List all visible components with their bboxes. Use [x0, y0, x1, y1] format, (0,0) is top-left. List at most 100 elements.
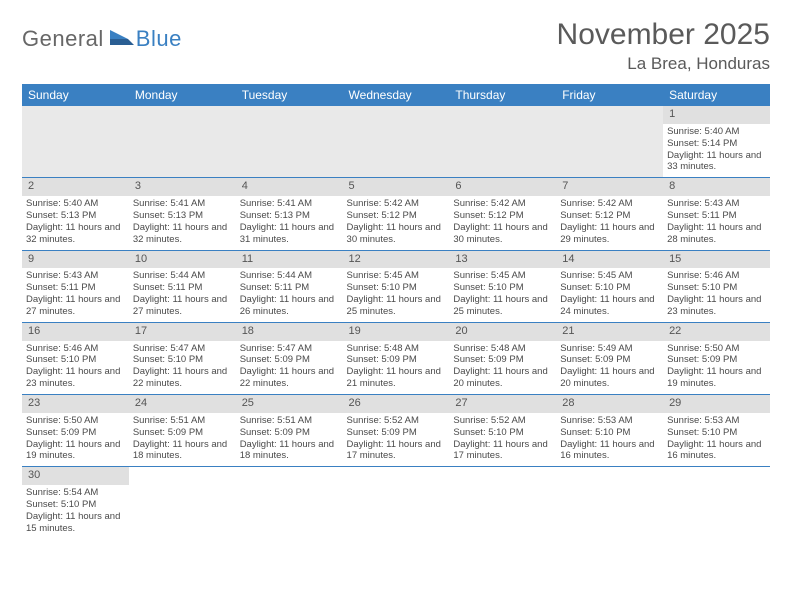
day-number: 5 [343, 178, 450, 196]
weekday-header: Thursday [449, 84, 556, 106]
empty-cell [22, 106, 129, 178]
empty-cell [129, 106, 236, 178]
day-number: 12 [343, 251, 450, 269]
sunset-line: Sunset: 5:09 PM [240, 427, 339, 439]
day-cell: 17Sunrise: 5:47 AMSunset: 5:10 PMDayligh… [129, 322, 236, 394]
day-number: 24 [129, 395, 236, 413]
weekday-header: Monday [129, 84, 236, 106]
sunset-line: Sunset: 5:11 PM [133, 282, 232, 294]
calendar-row: 2Sunrise: 5:40 AMSunset: 5:13 PMDaylight… [22, 178, 770, 250]
day-number: 15 [663, 251, 770, 269]
daylight-line: Daylight: 11 hours and 25 minutes. [453, 294, 552, 318]
day-number: 28 [556, 395, 663, 413]
day-cell: 28Sunrise: 5:53 AMSunset: 5:10 PMDayligh… [556, 395, 663, 467]
day-number: 8 [663, 178, 770, 196]
sunset-line: Sunset: 5:09 PM [347, 427, 446, 439]
daylight-line: Daylight: 11 hours and 28 minutes. [667, 222, 766, 246]
day-number: 19 [343, 323, 450, 341]
weekday-header: Friday [556, 84, 663, 106]
sunset-line: Sunset: 5:10 PM [667, 282, 766, 294]
sunrise-line: Sunrise: 5:43 AM [667, 198, 766, 210]
sunset-line: Sunset: 5:09 PM [667, 354, 766, 366]
sunrise-line: Sunrise: 5:46 AM [667, 270, 766, 282]
daylight-line: Daylight: 11 hours and 15 minutes. [26, 511, 125, 535]
daylight-line: Daylight: 11 hours and 18 minutes. [133, 439, 232, 463]
daylight-line: Daylight: 11 hours and 32 minutes. [133, 222, 232, 246]
daylight-line: Daylight: 11 hours and 17 minutes. [347, 439, 446, 463]
empty-cell [556, 106, 663, 178]
empty-cell [236, 467, 343, 539]
sunset-line: Sunset: 5:12 PM [560, 210, 659, 222]
day-number: 30 [22, 467, 129, 485]
sunset-line: Sunset: 5:10 PM [453, 282, 552, 294]
daylight-line: Daylight: 11 hours and 26 minutes. [240, 294, 339, 318]
sunrise-line: Sunrise: 5:47 AM [240, 343, 339, 355]
sunrise-line: Sunrise: 5:40 AM [667, 126, 766, 138]
brand-logo: General Blue [22, 18, 182, 52]
day-cell: 11Sunrise: 5:44 AMSunset: 5:11 PMDayligh… [236, 250, 343, 322]
title-block: November 2025 La Brea, Honduras [557, 18, 770, 74]
day-cell: 20 Sunrise: 5:48 AMSunset: 5:09 PMDayligh… [449, 322, 556, 394]
sunrise-line: Sunrise: 5:40 AM [26, 198, 125, 210]
daylight-line: Daylight: 11 hours and 29 minutes. [560, 222, 659, 246]
location: La Brea, Honduras [557, 54, 770, 74]
day-number: 26 [343, 395, 450, 413]
day-cell: 6Sunrise: 5:42 AMSunset: 5:12 PMDaylight… [449, 178, 556, 250]
daylight-line: Daylight: 11 hours and 27 minutes. [26, 294, 125, 318]
empty-cell [343, 106, 450, 178]
daylight-line: Daylight: 11 hours and 33 minutes. [667, 150, 766, 174]
day-cell: 4 Sunrise: 5:41 AMSunset: 5:13 PMDaylight… [236, 178, 343, 250]
sunrise-line: Sunrise: 5:51 AM [133, 415, 232, 427]
day-cell: 14Sunrise: 5:45 AMSunset: 5:10 PMDayligh… [556, 250, 663, 322]
day-number: 4 [236, 178, 343, 196]
empty-cell [449, 106, 556, 178]
daylight-line: Daylight: 11 hours and 30 minutes. [453, 222, 552, 246]
sunset-line: Sunset: 5:09 PM [453, 354, 552, 366]
sunrise-line: Sunrise: 5:44 AM [240, 270, 339, 282]
day-number: 21 [556, 323, 663, 341]
weekday-header: Tuesday [236, 84, 343, 106]
calendar-row: 30Sunrise: 5:54 AMSunset: 5:10 PMDayligh… [22, 467, 770, 539]
daylight-line: Daylight: 11 hours and 32 minutes. [26, 222, 125, 246]
sunset-line: Sunset: 5:10 PM [347, 282, 446, 294]
daylight-line: Daylight: 11 hours and 23 minutes. [26, 366, 125, 390]
day-number: 25 [236, 395, 343, 413]
sunrise-line: Sunrise: 5:54 AM [26, 487, 125, 499]
sunset-line: Sunset: 5:09 PM [560, 354, 659, 366]
daylight-line: Daylight: 11 hours and 20 minutes. [453, 366, 552, 390]
day-number: 3 [129, 178, 236, 196]
sunset-line: Sunset: 5:09 PM [26, 427, 125, 439]
day-number: 16 [22, 323, 129, 341]
daylight-line: Daylight: 11 hours and 18 minutes. [240, 439, 339, 463]
day-cell: 24Sunrise: 5:51 AMSunset: 5:09 PMDayligh… [129, 395, 236, 467]
flag-icon [108, 27, 134, 52]
header: General Blue November 2025 La Brea, Hond… [22, 18, 770, 74]
day-cell: 8Sunrise: 5:43 AMSunset: 5:11 PMDaylight… [663, 178, 770, 250]
sunset-line: Sunset: 5:13 PM [240, 210, 339, 222]
day-cell: 18Sunrise: 5:47 AMSunset: 5:09 PMDayligh… [236, 322, 343, 394]
day-cell: 2Sunrise: 5:40 AMSunset: 5:13 PMDaylight… [22, 178, 129, 250]
day-number: 9 [22, 251, 129, 269]
empty-cell [449, 467, 556, 539]
daylight-line: Daylight: 11 hours and 20 minutes. [560, 366, 659, 390]
sunset-line: Sunset: 5:10 PM [560, 427, 659, 439]
day-number: 20 [449, 323, 556, 341]
day-cell: 19Sunrise: 5:48 AMSunset: 5:09 PMDayligh… [343, 322, 450, 394]
sunset-line: Sunset: 5:13 PM [133, 210, 232, 222]
day-number: 14 [556, 251, 663, 269]
daylight-line: Daylight: 11 hours and 31 minutes. [240, 222, 339, 246]
calendar-body: 1Sunrise: 5:40 AMSunset: 5:14 PMDaylight… [22, 106, 770, 539]
day-number: 22 [663, 323, 770, 341]
daylight-line: Daylight: 11 hours and 27 minutes. [133, 294, 232, 318]
empty-cell [343, 467, 450, 539]
weekday-header: Wednesday [343, 84, 450, 106]
sunset-line: Sunset: 5:14 PM [667, 138, 766, 150]
daylight-line: Daylight: 11 hours and 22 minutes. [133, 366, 232, 390]
sunrise-line: Sunrise: 5:41 AM [240, 198, 339, 210]
calendar-row: 16Sunrise: 5:46 AMSunset: 5:10 PMDayligh… [22, 322, 770, 394]
brand-part2: Blue [136, 26, 182, 52]
daylight-line: Daylight: 11 hours and 19 minutes. [667, 366, 766, 390]
sunrise-line: Sunrise: 5:48 AM [453, 343, 552, 355]
sunrise-line: Sunrise: 5:51 AM [240, 415, 339, 427]
day-number: 18 [236, 323, 343, 341]
